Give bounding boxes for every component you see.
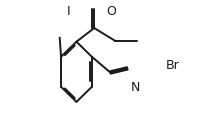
Text: N: N	[131, 81, 140, 94]
Text: O: O	[106, 5, 116, 18]
Text: Br: Br	[165, 59, 179, 72]
Text: I: I	[67, 5, 71, 18]
